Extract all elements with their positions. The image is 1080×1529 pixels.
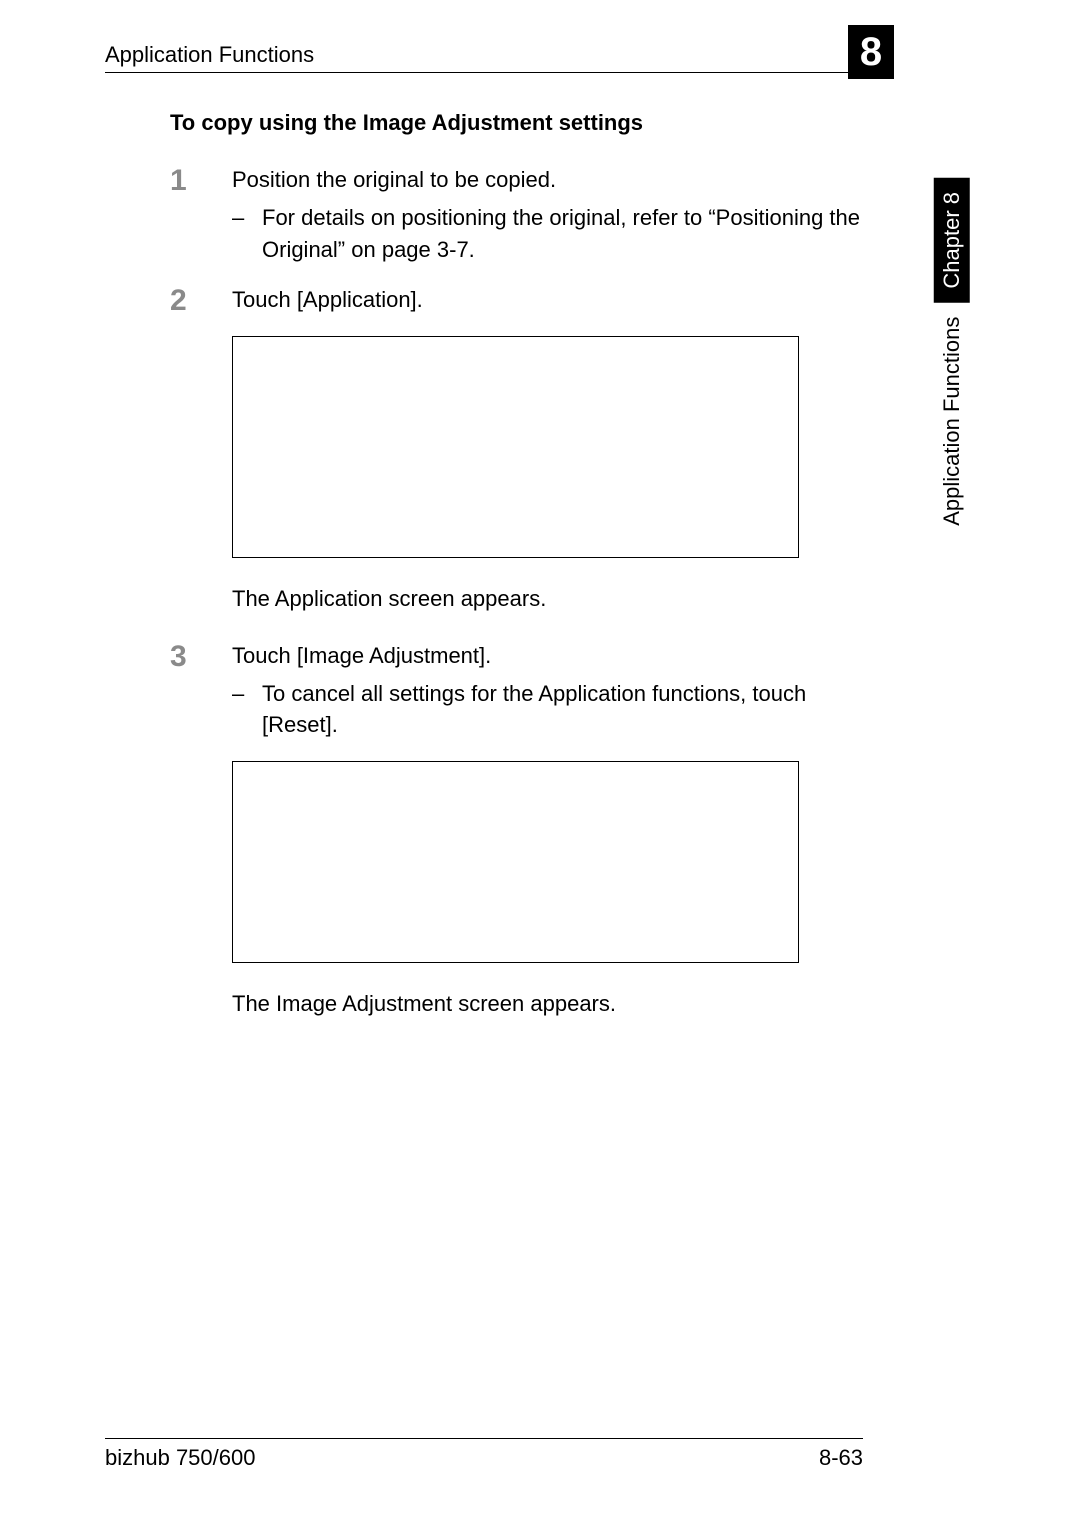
side-tab-chapter: Chapter 8 [934,178,970,303]
side-tab: Application Functions Chapter 8 [934,178,970,526]
step-number: 3 [170,640,232,742]
step-text: Touch [Application]. [232,284,865,316]
dash-icon: – [232,678,262,742]
section-title: To copy using the Image Adjustment setti… [170,110,865,136]
footer-page-number: 8-63 [819,1445,863,1471]
step-text: Touch [Image Adjustment]. [232,640,865,672]
step-body: Touch [Image Adjustment]. – To cancel al… [232,640,865,742]
step-result-text: The Application screen appears. [232,586,865,612]
side-tab-section: Application Functions [939,317,965,526]
footer-model: bizhub 750/600 [105,1445,255,1471]
step-text: Position the original to be copied. [232,164,865,196]
screenshot-placeholder [232,761,799,963]
step: 1 Position the original to be copied. – … [170,164,865,266]
step-number: 1 [170,164,232,266]
page: Application Functions 8 Application Func… [0,0,1080,1529]
step-body: Position the original to be copied. – Fo… [232,164,865,266]
step-subitem: – To cancel all settings for the Applica… [232,678,865,742]
step-subitem: – For details on positioning the origina… [232,202,865,266]
step-subtext: To cancel all settings for the Applicati… [262,678,865,742]
step-subtext: For details on positioning the original,… [262,202,865,266]
dash-icon: – [232,202,262,266]
step: 2 Touch [Application]. [170,284,865,316]
content-area: To copy using the Image Adjustment setti… [170,110,865,1045]
header-divider [105,72,863,73]
footer-divider [105,1438,863,1439]
step-body: Touch [Application]. [232,284,865,316]
step-number: 2 [170,284,232,316]
screenshot-placeholder [232,336,799,558]
chapter-number-badge: 8 [848,25,894,79]
step-result-text: The Image Adjustment screen appears. [232,991,865,1017]
header-title: Application Functions [105,42,314,68]
step: 3 Touch [Image Adjustment]. – To cancel … [170,640,865,742]
